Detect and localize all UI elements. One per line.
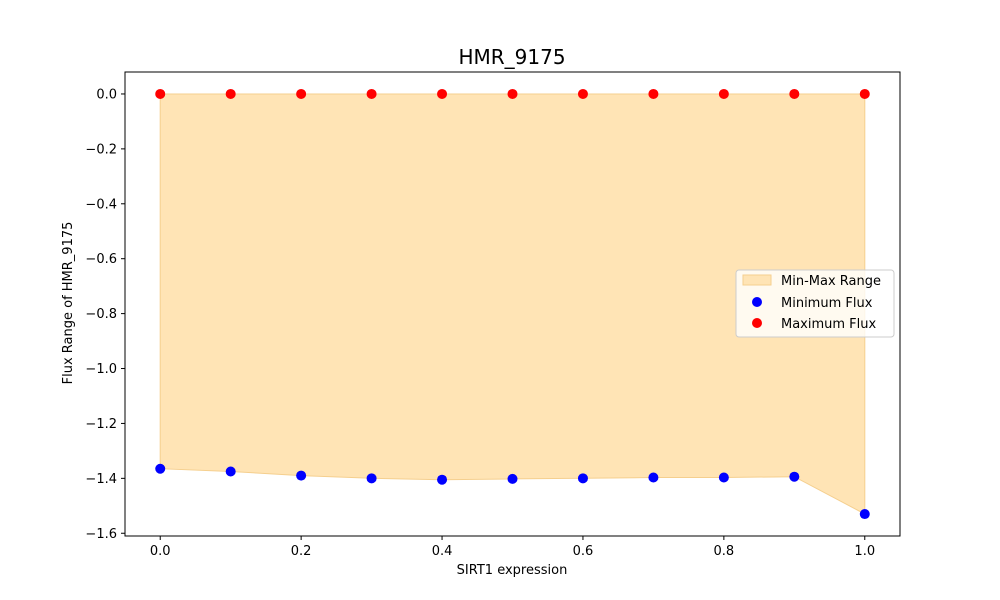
maximum-flux-point bbox=[366, 88, 377, 99]
x-tick-label: 0.0 bbox=[150, 544, 171, 559]
y-tick-label: −1.0 bbox=[85, 362, 117, 377]
y-tick-label: −1.6 bbox=[85, 527, 117, 542]
plot-frame bbox=[124, 71, 901, 537]
maximum-flux-point bbox=[155, 88, 166, 99]
maximum-flux-point bbox=[577, 88, 588, 99]
minimum-flux-point bbox=[225, 466, 236, 477]
minimum-flux-point bbox=[366, 473, 377, 484]
y-tick-label: −1.2 bbox=[85, 417, 117, 432]
maximum-flux-point bbox=[789, 88, 800, 99]
maximum-flux-point bbox=[718, 88, 729, 99]
maximum-flux-point bbox=[296, 88, 307, 99]
y-tick-label: −0.8 bbox=[85, 307, 117, 322]
minimum-flux-point bbox=[155, 463, 166, 474]
minimum-flux-point bbox=[437, 474, 448, 485]
x-tick-label: 0.2 bbox=[291, 544, 312, 559]
legend-swatch-min-max-range bbox=[742, 274, 772, 286]
legend-label-maximum-flux: Maximum Flux bbox=[781, 317, 877, 332]
axes: 0.0 0.2 0.4 0.6 0.8 1.0 0.0 −0.2 −0.4 −0.6 −0.8 −1.… bbox=[85, 71, 901, 559]
legend-label-min-max-range: Min-Max Range bbox=[781, 274, 881, 289]
y-tick-label: −1.4 bbox=[85, 472, 117, 487]
chart-title: HMR_9175 bbox=[458, 45, 565, 69]
legend-label-minimum-flux: Minimum Flux bbox=[781, 296, 873, 311]
maximum-flux-point bbox=[437, 88, 448, 99]
maximum-flux-point bbox=[648, 88, 659, 99]
x-tick-label: 0.8 bbox=[714, 544, 735, 559]
y-axis-title: Flux Range of HMR_9175 bbox=[61, 222, 76, 385]
minimum-flux-point bbox=[296, 470, 307, 481]
y-tick-label: −0.4 bbox=[85, 197, 117, 212]
data-points bbox=[155, 88, 870, 520]
x-tick-label: 1.0 bbox=[854, 544, 875, 559]
maximum-flux-point bbox=[507, 88, 518, 99]
minimum-flux-point bbox=[648, 472, 659, 483]
y-tick-label: −0.2 bbox=[85, 142, 117, 157]
legend-marker-minimum-flux bbox=[752, 297, 762, 307]
y-tick-label: −0.6 bbox=[85, 252, 117, 267]
minimum-flux-point bbox=[789, 471, 800, 482]
legend-marker-maximum-flux bbox=[752, 318, 762, 328]
y-tick-label: 0.0 bbox=[96, 87, 117, 102]
minimum-flux-point bbox=[507, 473, 518, 484]
x-tick-label: 0.4 bbox=[432, 544, 453, 559]
x-tick-label: 0.6 bbox=[573, 544, 594, 559]
minimum-flux-point bbox=[859, 509, 870, 520]
x-axis-title: SIRT1 expression bbox=[457, 563, 568, 578]
legend-frame bbox=[735, 269, 895, 338]
minimum-flux-point bbox=[577, 473, 588, 484]
maximum-flux-point bbox=[859, 88, 870, 99]
legend: Min-Max Range Minimum Flux Maximum Flux bbox=[735, 269, 895, 338]
minimum-flux-point bbox=[718, 472, 729, 483]
maximum-flux-point bbox=[225, 88, 236, 99]
